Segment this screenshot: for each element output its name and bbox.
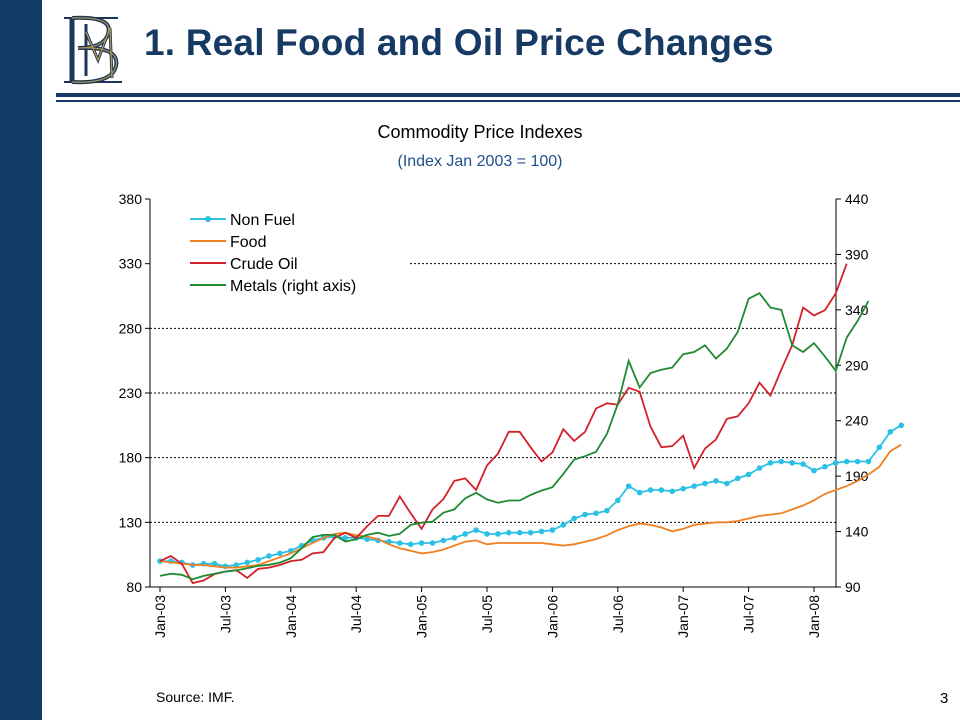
series-point-non-fuel <box>669 488 676 495</box>
series-point-non-fuel <box>407 541 414 548</box>
series-point-non-fuel <box>789 460 795 466</box>
series-point-non-fuel <box>767 460 774 466</box>
series-point-non-fuel <box>800 461 806 467</box>
x-tick-label: Jul-05 <box>479 595 495 633</box>
series-point-non-fuel <box>702 480 708 487</box>
sidebar-band <box>0 0 42 720</box>
right-tick-label: 240 <box>845 413 869 429</box>
right-tick-label: 440 <box>845 191 869 207</box>
page-number: 3 <box>940 690 949 707</box>
left-tick-label: 280 <box>119 320 143 336</box>
series-point-non-fuel <box>887 429 894 435</box>
legend-label-non-fuel: Non Fuel <box>230 212 295 229</box>
series-point-non-fuel <box>484 531 490 537</box>
legend-label-metals-right-axis: Metals (right axis) <box>230 278 356 295</box>
series-point-non-fuel <box>495 531 501 537</box>
series-point-non-fuel <box>811 467 817 474</box>
left-tick-label: 330 <box>119 256 143 272</box>
series-point-non-fuel <box>833 460 839 466</box>
series-point-non-fuel <box>647 487 654 493</box>
legend-marker-non-fuel <box>205 216 211 222</box>
x-tick-label: Jan-03 <box>152 595 168 638</box>
series-point-non-fuel <box>266 553 272 559</box>
right-tick-label: 140 <box>845 524 869 540</box>
series-line-metals-right-axis <box>159 292 870 581</box>
right-tick-label: 90 <box>845 579 861 595</box>
series-point-non-fuel <box>691 483 697 489</box>
x-tick-label: Jul-04 <box>348 595 364 633</box>
series-point-non-fuel <box>865 458 872 465</box>
series-point-non-fuel <box>745 471 752 478</box>
series-point-non-fuel <box>440 537 447 544</box>
series-point-non-fuel <box>854 458 861 465</box>
series-point-non-fuel <box>756 465 763 471</box>
right-tick-label: 340 <box>845 302 869 318</box>
series-point-non-fuel <box>244 559 250 566</box>
series-point-non-fuel <box>527 529 534 536</box>
left-tick-label: 380 <box>119 191 143 207</box>
chart-title: Commodity Price Indexes <box>377 122 583 142</box>
series-point-non-fuel <box>713 478 719 484</box>
series-point-non-fuel <box>418 540 425 546</box>
series-point-non-fuel <box>582 511 588 518</box>
right-tick-label: 290 <box>845 357 869 373</box>
series-point-non-fuel <box>473 527 479 533</box>
series-point-non-fuel <box>571 515 577 522</box>
series-point-non-fuel <box>342 535 349 541</box>
series-point-non-fuel <box>506 529 512 536</box>
series-point-non-fuel <box>898 422 904 429</box>
right-tick-label: 390 <box>845 246 869 262</box>
title-rule-thin <box>56 100 960 102</box>
series-point-non-fuel <box>549 527 556 533</box>
series-point-non-fuel <box>734 475 741 482</box>
series-point-non-fuel <box>516 529 523 536</box>
series-point-non-fuel <box>429 540 436 546</box>
x-tick-label: Jan-07 <box>675 595 691 638</box>
series-point-non-fuel <box>255 557 261 563</box>
x-tick-label: Jan-06 <box>544 595 560 638</box>
left-tick-label: 180 <box>119 450 143 466</box>
series-point-non-fuel <box>397 540 403 546</box>
left-tick-label: 130 <box>119 514 143 530</box>
slide-title: 1. Real Food and Oil Price Changes <box>144 22 774 63</box>
x-tick-label: Jan-08 <box>806 595 822 638</box>
series-point-non-fuel <box>560 522 567 528</box>
x-tick-label: Jan-05 <box>414 595 430 638</box>
bm-monogram-logo <box>64 15 122 85</box>
series-line-food <box>159 443 902 569</box>
series-point-non-fuel <box>876 444 883 451</box>
series-point-non-fuel <box>822 463 828 470</box>
series-point-non-fuel <box>604 507 610 514</box>
x-tick-label: Jan-04 <box>283 595 299 638</box>
title-rule-thick <box>56 93 960 97</box>
series-point-non-fuel <box>211 560 218 567</box>
x-tick-label: Jul-07 <box>741 595 757 633</box>
left-tick-label: 80 <box>126 579 142 595</box>
series-point-non-fuel <box>724 480 730 487</box>
series-line-crude-oil <box>159 263 848 585</box>
series-point-non-fuel <box>680 485 686 492</box>
x-tick-label: Jul-06 <box>610 595 626 633</box>
chart-subtitle: (Index Jan 2003 = 100) <box>397 153 563 170</box>
series-point-non-fuel <box>658 487 665 493</box>
series-point-non-fuel <box>593 510 599 517</box>
left-tick-label: 230 <box>119 385 143 401</box>
series-point-non-fuel <box>451 535 458 541</box>
series-point-non-fuel <box>538 528 545 535</box>
series-point-non-fuel <box>233 562 240 568</box>
legend-label-food: Food <box>230 234 266 251</box>
series-point-non-fuel <box>615 497 621 504</box>
right-tick-label: 190 <box>845 468 869 484</box>
series-point-non-fuel <box>462 531 469 537</box>
series-point-non-fuel <box>843 458 850 465</box>
series-point-non-fuel <box>778 458 785 465</box>
series-point-non-fuel <box>625 483 632 489</box>
source-note: Source: IMF. <box>156 689 235 705</box>
series-point-non-fuel <box>277 550 283 557</box>
series-point-non-fuel <box>636 489 643 496</box>
legend-label-crude-oil: Crude Oil <box>230 256 298 273</box>
x-tick-label: Jul-03 <box>217 595 233 633</box>
